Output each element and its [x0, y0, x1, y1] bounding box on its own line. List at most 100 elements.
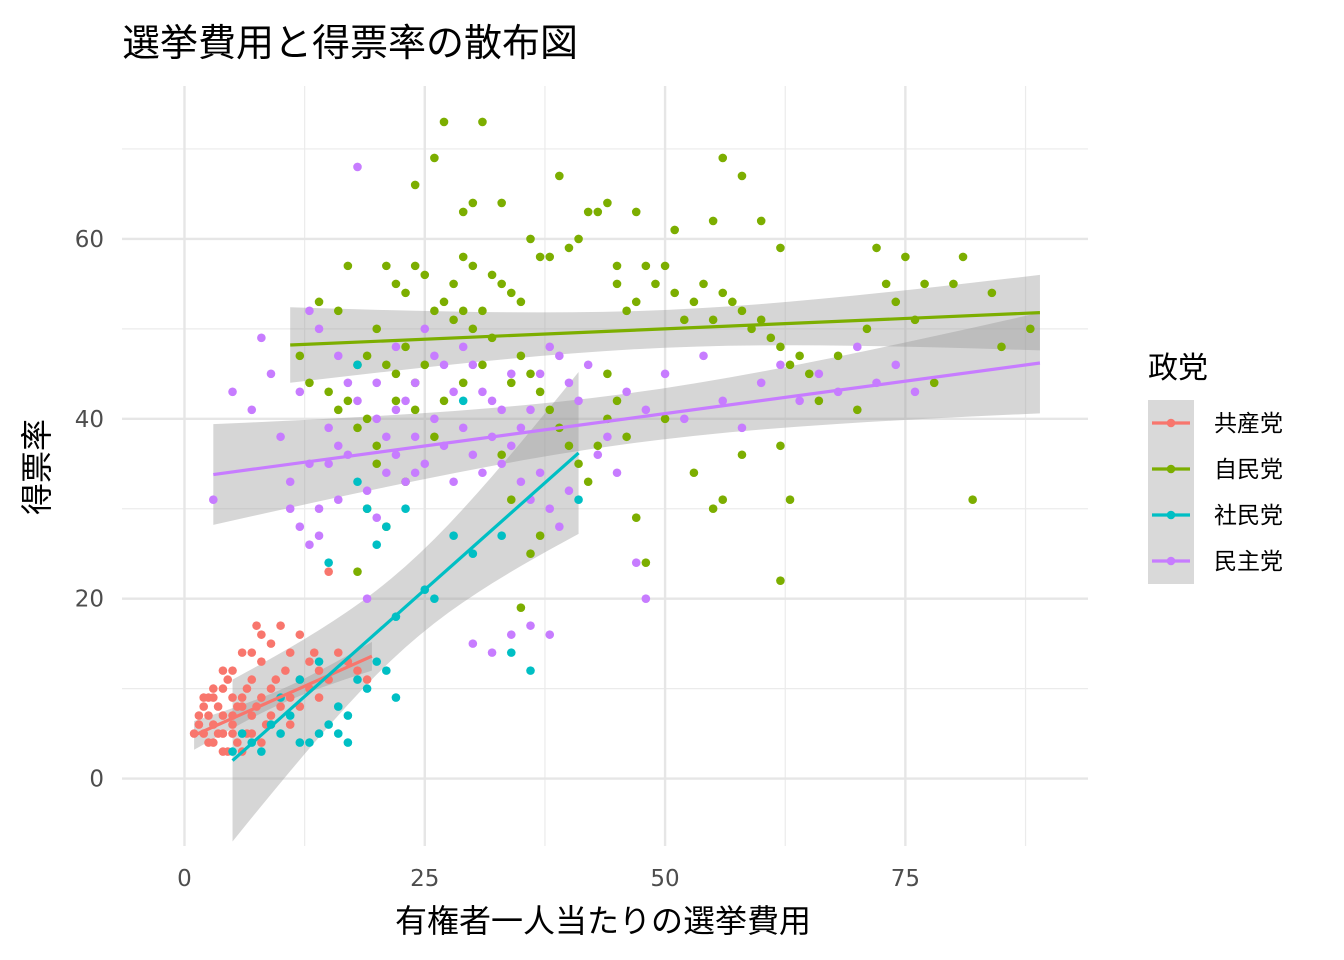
grid-lines [122, 86, 1088, 846]
legend-label: 民主党 [1214, 549, 1283, 575]
data-point [564, 243, 574, 253]
data-point [439, 117, 449, 127]
data-point [271, 675, 281, 684]
data-point [204, 711, 213, 720]
data-point [814, 396, 824, 406]
data-point [1026, 324, 1035, 334]
data-point [737, 450, 747, 460]
data-point [295, 387, 305, 397]
data-point [555, 351, 564, 361]
data-point [420, 459, 430, 469]
data-point [410, 432, 420, 442]
data-point [468, 324, 478, 334]
data-point [506, 378, 516, 388]
data-point [353, 396, 362, 406]
data-point [401, 396, 410, 406]
data-point [204, 738, 213, 747]
data-point [382, 432, 391, 442]
data-point [564, 378, 574, 388]
data-point [410, 468, 420, 478]
data-point [670, 225, 679, 235]
data-point [218, 711, 228, 720]
regression-lines [193, 311, 1041, 762]
data-point [497, 459, 506, 469]
data-point [305, 540, 314, 549]
data-point [362, 504, 372, 514]
data-point [468, 360, 478, 370]
data-point [660, 369, 670, 379]
data-point [333, 495, 343, 505]
data-point [910, 387, 920, 397]
x-tick-label: 50 [650, 866, 679, 892]
data-point [949, 279, 958, 289]
data-point [324, 558, 333, 567]
data-point [458, 423, 468, 433]
data-point [708, 315, 718, 325]
data-point [497, 405, 506, 415]
data-point [583, 207, 593, 217]
data-point [535, 468, 545, 478]
data-point [247, 405, 257, 415]
data-point [997, 342, 1006, 352]
data-point [218, 747, 228, 756]
legend-key-point [1166, 556, 1176, 566]
data-point [583, 477, 593, 487]
data-point [478, 468, 487, 478]
data-point [247, 711, 257, 720]
data-point [209, 495, 218, 505]
data-point [314, 666, 324, 675]
data-point [516, 351, 526, 361]
data-point [228, 720, 237, 729]
data-point [526, 621, 535, 630]
data-point [920, 279, 929, 289]
data-point [689, 297, 699, 307]
data-point [468, 261, 478, 271]
data-point [853, 405, 862, 415]
data-point [372, 324, 382, 334]
data-point [362, 414, 372, 424]
data-point [516, 423, 526, 433]
data-point [420, 324, 430, 334]
regression-line [213, 361, 1041, 477]
data-point [641, 594, 651, 603]
data-point [458, 396, 468, 406]
data-point [641, 261, 651, 271]
data-point [223, 675, 233, 684]
data-point [804, 369, 814, 379]
data-point [718, 153, 728, 163]
data-point [353, 666, 362, 675]
data-point [478, 387, 487, 397]
data-point [218, 684, 228, 693]
data-point [497, 450, 506, 460]
data-point [439, 396, 449, 406]
data-point [545, 630, 555, 639]
data-point [257, 630, 266, 639]
data-point [718, 495, 728, 505]
data-point [324, 387, 333, 397]
data-point [785, 495, 795, 505]
data-point [314, 531, 324, 541]
data-point [333, 702, 343, 711]
data-point [612, 468, 622, 478]
data-point [410, 261, 420, 271]
data-point [372, 414, 382, 424]
data-point [449, 477, 458, 487]
data-point [372, 657, 382, 666]
data-point [545, 252, 555, 262]
data-point [497, 198, 506, 208]
data-point [631, 297, 641, 307]
data-point [439, 360, 449, 370]
data-point [343, 738, 353, 747]
data-point [478, 360, 487, 370]
data-point [420, 270, 430, 280]
data-point [506, 630, 516, 639]
legend-key-point [1166, 510, 1176, 520]
data-point [362, 684, 372, 693]
data-point [833, 351, 843, 361]
data-point [545, 504, 555, 514]
data-point [372, 540, 382, 549]
data-point [728, 297, 737, 307]
data-point [372, 513, 382, 523]
data-point [535, 252, 545, 262]
data-point [564, 441, 574, 451]
